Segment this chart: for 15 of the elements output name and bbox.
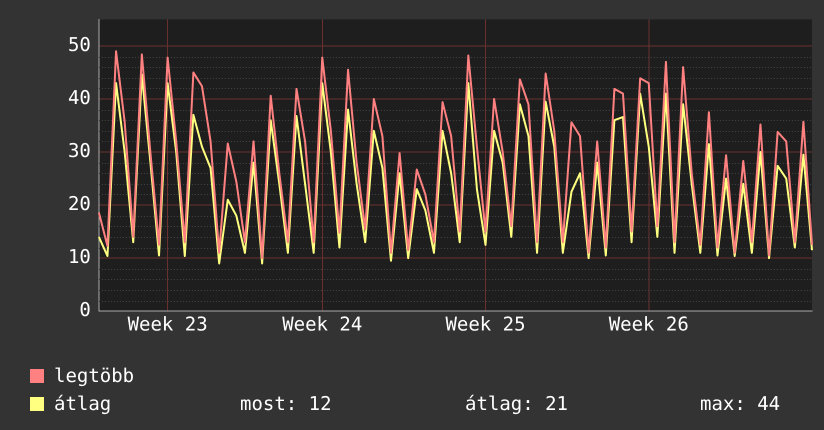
y-tick-label: 0 xyxy=(79,299,91,322)
y-tick-label: 40 xyxy=(68,86,91,109)
y-tick-label: 30 xyxy=(68,140,91,162)
y-tick-label: 10 xyxy=(68,246,91,268)
y-tick-label: 20 xyxy=(68,193,91,216)
text: most: 12 xyxy=(240,392,332,417)
x-tick-label: Week 24 xyxy=(282,314,362,336)
y-tick-label: 50 xyxy=(68,34,91,56)
legend-label: átlag xyxy=(54,392,112,417)
x-tick-label: Week 26 xyxy=(608,314,689,336)
text: max: 44 xyxy=(700,392,780,417)
legend-label: legtöbb xyxy=(54,364,134,389)
x-tick-label: Week 25 xyxy=(445,314,526,336)
x-tick-label: Week 23 xyxy=(128,314,208,336)
text: átlag: 21 xyxy=(465,392,568,417)
